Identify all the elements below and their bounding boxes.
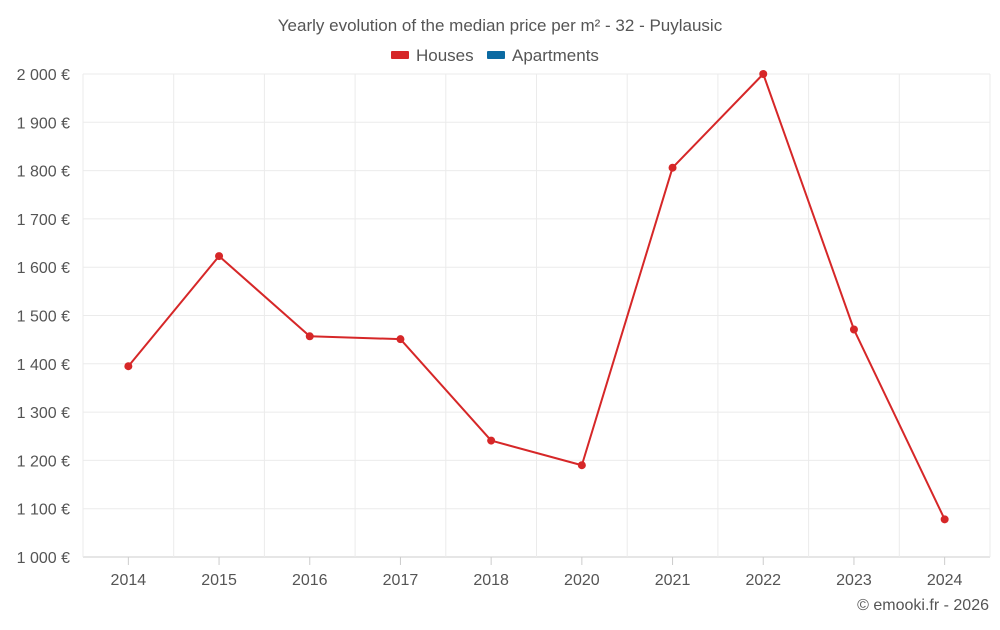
data-point-houses-2014 (124, 362, 133, 371)
y-axis: 1 000 € 1 100 € 1 200 € 1 300 € 1 400 € 1 500… (17, 67, 70, 567)
y-tick-label: 1 900 € (17, 115, 70, 132)
x-tick-label: 2023 (836, 572, 872, 589)
legend-swatch-houses (391, 51, 409, 59)
y-tick-label: 1 300 € (17, 405, 70, 422)
data-point-houses-2022 (759, 70, 768, 78)
data-point-houses-2023 (849, 325, 858, 334)
y-tick-label: 2 000 € (17, 67, 70, 84)
x-tick-label: 2018 (473, 572, 509, 589)
x-tick-label: 2020 (564, 572, 600, 589)
y-tick-label: 1 400 € (17, 357, 70, 374)
y-tick-label: 1 200 € (17, 453, 70, 470)
series-line-houses (127, 73, 946, 520)
x-tick-label: 2015 (201, 572, 237, 589)
data-point-houses-2018 (487, 436, 496, 445)
y-tick-label: 1 000 € (17, 550, 70, 567)
data-point-houses-2020 (577, 461, 586, 470)
legend-swatch-apartments (487, 51, 505, 59)
x-axis: 2014 2015 2016 2017 2018 2020 2021 2022 2023 2024 (111, 557, 963, 589)
x-tick-label: 2016 (292, 572, 328, 589)
chart-title: Yearly evolution of the median price per… (278, 16, 723, 35)
legend-label-houses[interactable]: Houses (416, 46, 474, 65)
data-point-houses-2024 (940, 515, 949, 524)
y-tick-label: 1 700 € (17, 212, 70, 229)
y-tick-label: 1 800 € (17, 164, 70, 181)
legend: Houses Apartments (391, 46, 599, 65)
y-tick-label: 1 500 € (17, 309, 70, 326)
y-tick-label: 1 100 € (17, 502, 70, 519)
data-point-houses-2017 (396, 335, 405, 344)
data-point-houses-2021 (668, 163, 677, 172)
series-houses (124, 70, 949, 524)
x-tick-label: 2017 (383, 572, 419, 589)
x-tick-label: 2022 (745, 572, 781, 589)
credit-text: © emooki.fr - 2026 (857, 597, 989, 614)
grid (82, 73, 991, 558)
x-tick-label: 2021 (655, 572, 691, 589)
x-tick-label: 2014 (111, 572, 147, 589)
x-tick-label: 2024 (927, 572, 963, 589)
data-point-houses-2016 (305, 332, 314, 341)
data-point-houses-2015 (215, 252, 224, 261)
y-tick-label: 1 600 € (17, 260, 70, 277)
legend-label-apartments[interactable]: Apartments (512, 46, 599, 65)
